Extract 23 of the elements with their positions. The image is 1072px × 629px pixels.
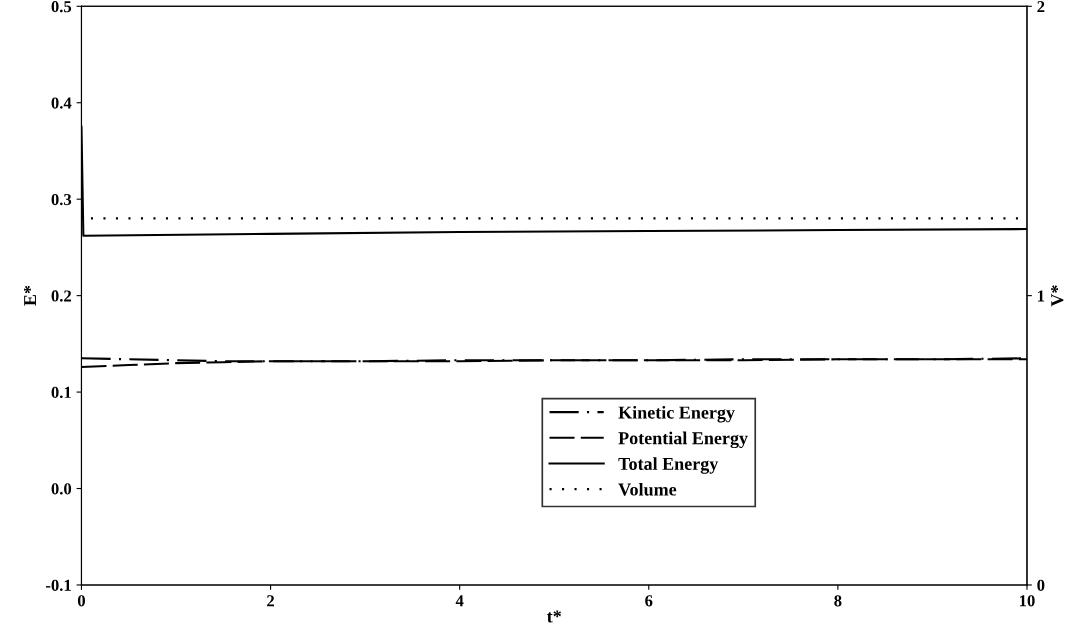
y-tick-label: 0.0 xyxy=(51,483,72,495)
x-tick-label: 0 xyxy=(77,595,85,607)
legend-label: Potential Energy xyxy=(618,431,748,449)
y2-tick-label: 0 xyxy=(1037,579,1045,591)
legend-label: Total Energy xyxy=(618,457,719,474)
y-tick-label: -0.1 xyxy=(45,579,71,591)
y2-tick-label: 1 xyxy=(1038,290,1045,302)
x-tick-label: 6 xyxy=(645,595,653,607)
x-tick-label: 10 xyxy=(1019,595,1035,607)
y2-tick-label: 2 xyxy=(1037,1,1045,13)
y-tick-label: 0.5 xyxy=(51,0,72,13)
y-tick-label: 0.1 xyxy=(51,386,71,399)
x-tick-label: 2 xyxy=(267,595,275,607)
legend-label: Volume xyxy=(618,482,677,496)
y-tick-label: 0.2 xyxy=(51,290,72,302)
y-tick-label: 0.4 xyxy=(51,97,72,109)
y-tick-label: 0.3 xyxy=(51,193,72,206)
y2-axis-title: V* xyxy=(1051,285,1064,307)
y-axis-title: E* xyxy=(24,285,36,306)
x-tick-label: 4 xyxy=(455,595,464,607)
x-axis-title: t* xyxy=(546,610,561,623)
legend-label: Kinetic Energy xyxy=(618,405,735,423)
x-tick-label: 8 xyxy=(834,595,842,607)
